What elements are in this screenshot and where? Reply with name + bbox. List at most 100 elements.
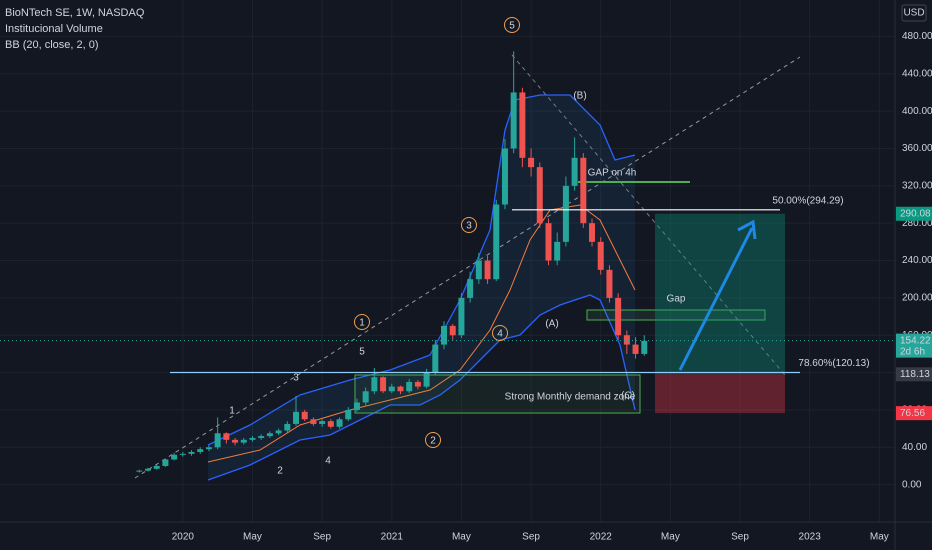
- candle-body: [136, 470, 143, 472]
- candle-body: [615, 297, 622, 336]
- indicator: Institucional Volume: [5, 23, 103, 35]
- annotation: (A): [545, 319, 558, 330]
- x-tick-label: 2023: [799, 532, 822, 543]
- y-tick-label: 0.00: [902, 479, 922, 490]
- wave-circle: [425, 432, 441, 448]
- annotation: (C): [621, 391, 635, 402]
- candle-body: [293, 411, 300, 424]
- y-tick-label: 40.00: [902, 442, 927, 453]
- trend-line: [511, 54, 786, 376]
- currency-box[interactable]: [901, 4, 927, 22]
- x-tick-label: May: [452, 532, 471, 543]
- candle-body: [319, 421, 326, 424]
- x-tick-label: 2020: [172, 532, 195, 543]
- candle-body: [197, 449, 204, 452]
- price-axis: [895, 0, 932, 550]
- currency[interactable]: USD: [903, 8, 924, 19]
- candle-body: [493, 204, 500, 280]
- stop-zone: [655, 374, 785, 414]
- arrow: [678, 227, 754, 371]
- candle-body: [501, 148, 508, 205]
- demand-zone: [354, 374, 641, 414]
- price-tag: [896, 206, 932, 221]
- bb-fill: [208, 95, 635, 480]
- wave-circle: [492, 325, 508, 341]
- candle-body: [589, 223, 596, 242]
- y-tick-label: 320.00: [902, 180, 932, 191]
- candle-body: [380, 377, 387, 392]
- price-tag-sub: 2d 6h: [900, 346, 925, 357]
- candle-body: [554, 241, 561, 261]
- x-tick-label: May: [870, 532, 889, 543]
- candle-body: [423, 372, 430, 387]
- candle-body: [223, 433, 230, 440]
- annotation: Strong Monthly demand zone: [505, 392, 636, 403]
- x-tick-label: Sep: [731, 532, 749, 543]
- candle-body: [214, 433, 221, 448]
- candle-body: [449, 325, 456, 336]
- candle-body: [406, 381, 413, 392]
- trend-line: [134, 56, 801, 479]
- candle-body: [397, 386, 404, 392]
- y-tick-label: 480.00: [902, 31, 932, 42]
- indicator: BB (20, close, 2, 0): [5, 39, 99, 51]
- candle-body: [536, 167, 543, 224]
- x-tick-label: May: [243, 532, 262, 543]
- candle-body: [467, 279, 474, 298]
- x-tick-label: May: [661, 532, 680, 543]
- price-tag-label: 118.13: [900, 369, 930, 380]
- x-tick-label: 2022: [590, 532, 613, 543]
- candle-body: [519, 92, 526, 158]
- level-label: 78.60%(120.13): [798, 358, 869, 369]
- candle-body: [145, 468, 152, 471]
- candle-body: [240, 439, 247, 443]
- candle-body: [571, 157, 578, 186]
- annotation: GAP on 4h: [588, 168, 637, 179]
- candle-body: [336, 419, 343, 427]
- arrow-head: [737, 219, 757, 240]
- gap-zone: [586, 309, 766, 321]
- candle-body: [562, 185, 569, 242]
- annotation: 4: [497, 329, 503, 340]
- bb-basis: [207, 204, 636, 463]
- wave-circle: [461, 217, 477, 233]
- axis-labels: 0.0040.0080.00120.00160.00200.00240.0028…: [172, 31, 932, 543]
- candle-body: [345, 409, 352, 420]
- candle-body: [327, 421, 334, 427]
- candle-body: [232, 439, 239, 443]
- price-tag-label: 76.56: [900, 408, 925, 419]
- annotation: 1: [359, 318, 365, 329]
- annotation: 3: [466, 221, 472, 232]
- x-tick-label: 2021: [381, 532, 404, 543]
- candle-body: [353, 402, 360, 410]
- annotation: 1: [229, 406, 235, 417]
- candle-body: [414, 381, 421, 387]
- wave-circle: [354, 314, 370, 330]
- candle-body: [188, 451, 195, 454]
- candle-body: [310, 419, 317, 424]
- candle-body: [606, 269, 613, 298]
- candle-body: [432, 344, 439, 373]
- candle-body: [205, 447, 212, 450]
- candle-body: [275, 430, 282, 434]
- candle-body: [510, 92, 517, 149]
- y-tick-label: 240.00: [902, 255, 932, 266]
- annotation: 2: [430, 436, 436, 447]
- candle-body: [179, 453, 186, 455]
- y-tick-label: 440.00: [902, 68, 932, 79]
- candle-body: [301, 411, 308, 420]
- bb-lower: [207, 294, 636, 481]
- candle-body: [484, 260, 491, 280]
- annotation: 5: [509, 21, 515, 32]
- price-tag: [896, 333, 932, 358]
- wave-circle: [504, 17, 520, 33]
- level-label: 50.00%(294.29): [772, 195, 843, 206]
- price-tag-label: 154.22: [900, 335, 931, 346]
- grid: [0, 0, 895, 522]
- candle-body: [545, 223, 552, 261]
- candle-body: [580, 157, 587, 224]
- price-tag: [896, 406, 932, 421]
- candle-body: [371, 377, 378, 392]
